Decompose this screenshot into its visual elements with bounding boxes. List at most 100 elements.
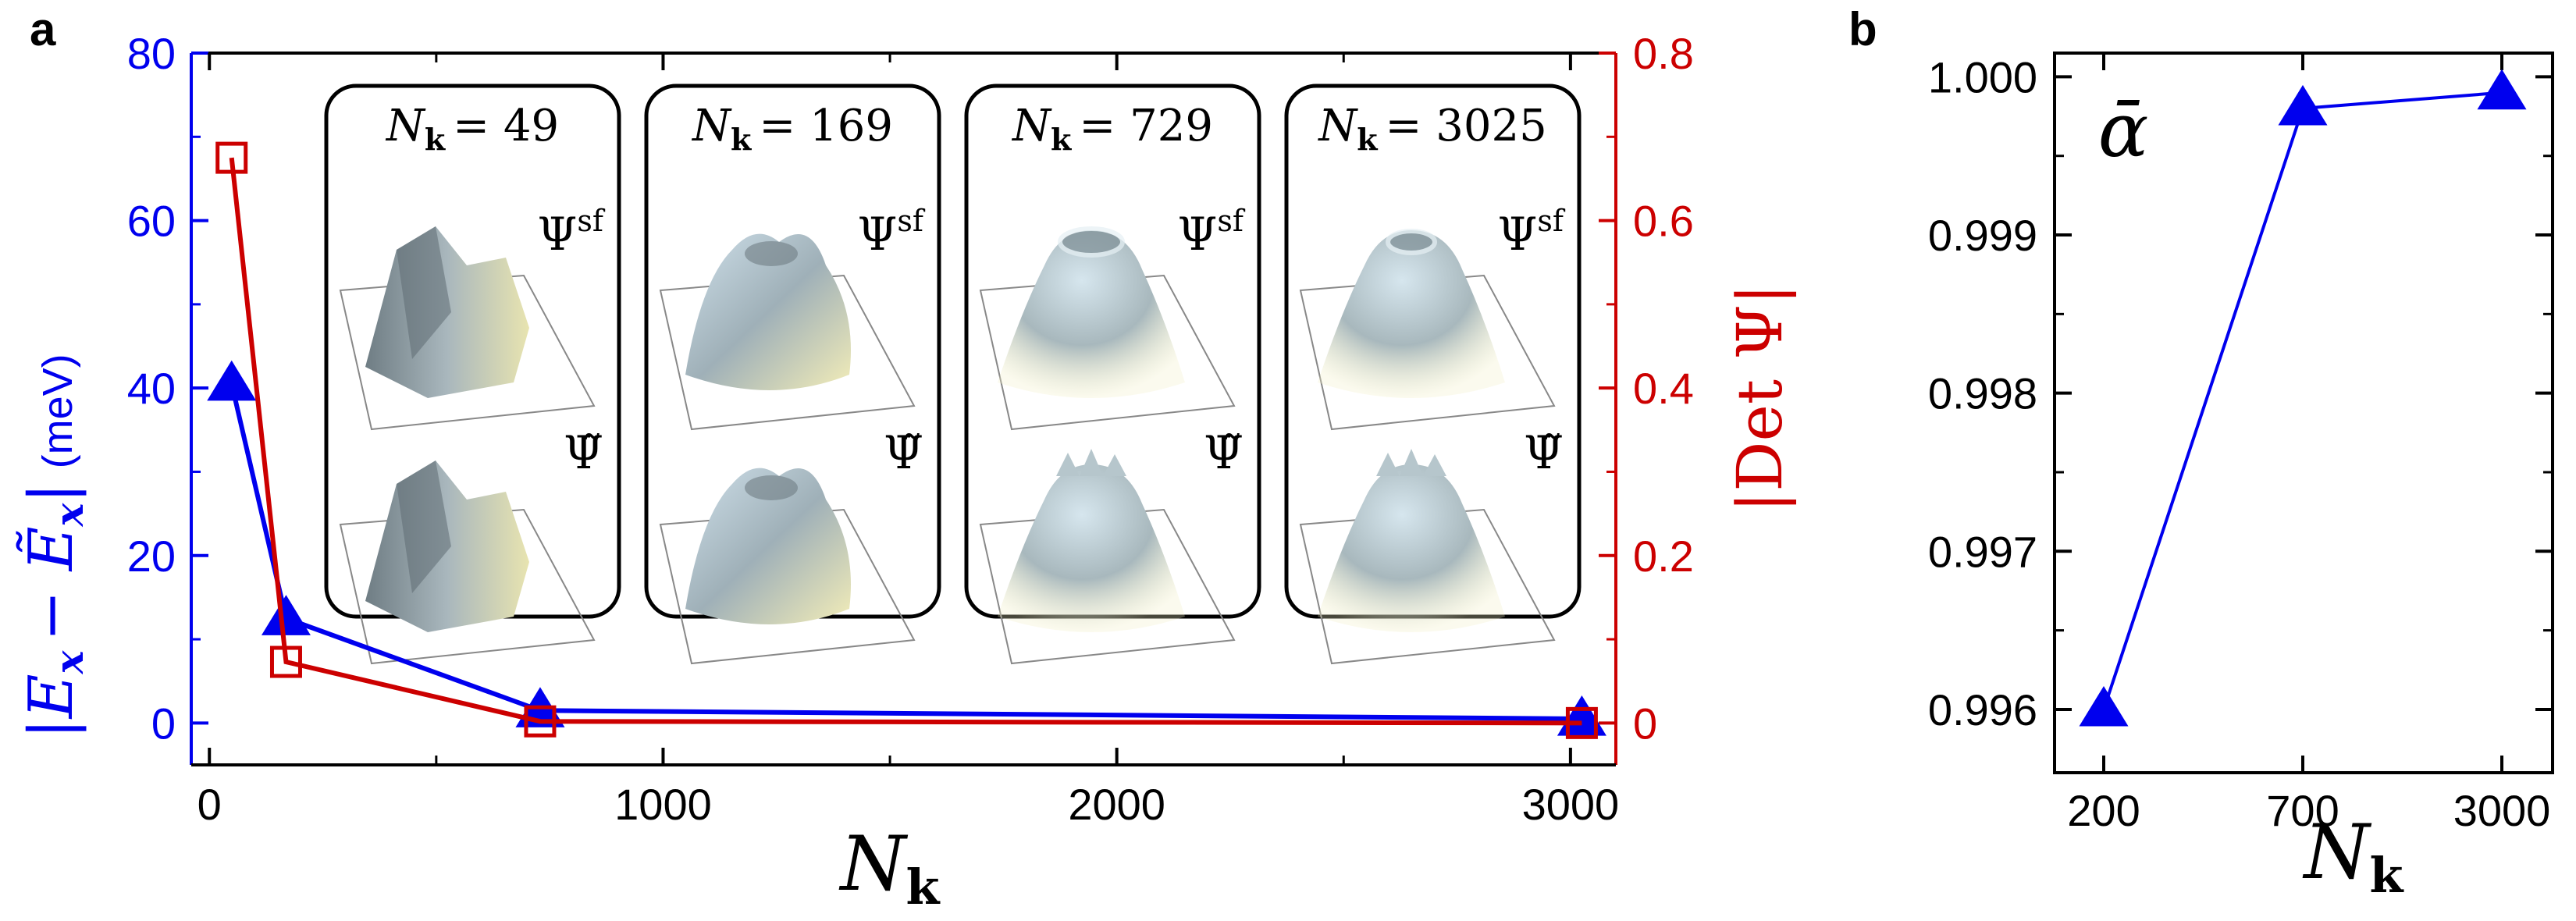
surface-crater [1386, 229, 1437, 255]
panel-a-x-label-sub: k [906, 859, 941, 916]
inset-heading-sub: k [1357, 122, 1378, 157]
inset-heading-value: = 729 [1079, 101, 1213, 151]
inset-heading-sub: k [1051, 122, 1072, 157]
inset-heading-n: N [385, 101, 426, 151]
b-series-line [2102, 91, 2503, 710]
psi-symbol: Ψ [1178, 208, 1218, 261]
surface-spikes [1376, 449, 1446, 476]
x-tick-label: 2000 [1068, 780, 1165, 829]
right-axis-ticks: 0 0.2 0.4 0.6 0.8 [1599, 29, 1694, 748]
psi-sup: sf [1537, 204, 1566, 238]
inset-heading: Nk = 729 [1011, 101, 1213, 157]
b-y-tick-label: 0.997 [1928, 527, 2037, 576]
surface-crater [1058, 226, 1125, 258]
panel-b-annotation: ᾱ [2098, 87, 2149, 174]
inset-label-psi-sf: Ψsf [1178, 204, 1246, 261]
surface-shape [685, 233, 851, 390]
right-tick-label: 0.2 [1633, 532, 1694, 581]
b-y-tick-label: 0.996 [1928, 685, 2037, 734]
inset-label-psi-tilde: Ψ̃ [884, 426, 923, 479]
b-y-tick-label: 0.998 [1928, 369, 2037, 418]
b-y-tick-label: 0.999 [1928, 211, 2037, 260]
surface-crater [745, 241, 798, 266]
x-tick-label: 3000 [1522, 780, 1620, 829]
right-tick-label: 0.8 [1633, 29, 1694, 78]
panel-a-frame [190, 52, 1617, 766]
panel-b-x-ticks: 200 700 3000 [2067, 53, 2550, 835]
b-x-tick-label: 3000 [2453, 786, 2551, 835]
square-marker [1565, 706, 1598, 739]
inset-label-psi-sf: Ψsf [538, 204, 606, 261]
b-x-tick-label: 200 [2067, 786, 2140, 835]
panel-b-y-ticks: 0.996 0.997 0.998 0.999 1.000 [1928, 52, 2553, 734]
inset-heading-value: = 3025 [1386, 101, 1547, 151]
panel-a-series [207, 141, 1606, 739]
panel-b-x-label-sub: k [2370, 847, 2405, 904]
inset-label-psi-sf: Ψsf [858, 204, 926, 261]
x-axis-ticks: 0 1000 2000 3000 [197, 53, 1619, 829]
b-triangle-marker [2278, 84, 2328, 126]
psi-symbol: Ψ [858, 208, 898, 261]
square-marker [524, 705, 557, 738]
surface-spikes [1056, 449, 1126, 476]
panel-a-letter: a [30, 3, 56, 55]
left-tick-label: 60 [127, 197, 176, 246]
red-series-line [229, 157, 1582, 726]
surface-shape [685, 468, 851, 624]
left-label-tail-sub: x [46, 502, 92, 527]
panel-a-x-label: Nk [839, 820, 941, 916]
b-y-tick-label: 1.000 [1928, 52, 2037, 101]
inset-panel: Nk = 169 Ψsf Ψ̃ [644, 84, 941, 665]
inset-label-psi-sf: Ψsf [1498, 204, 1566, 261]
triangle-marker [261, 595, 311, 635]
left-label-math: |E [16, 674, 87, 738]
inset-heading-value: = 49 [453, 101, 559, 151]
inset-heading-n: N [1317, 101, 1358, 151]
surface-shape [1318, 464, 1505, 632]
surface-facet [397, 226, 451, 359]
psi-symbol: Ψ [1498, 208, 1538, 261]
inset-panel: Nk = 49 Ψsf Ψ̃ [324, 84, 621, 665]
left-axis-ticks: 0 20 40 60 80 [127, 29, 208, 748]
left-label-unit: (meV) [34, 354, 81, 468]
panel-b-series [2079, 69, 2527, 727]
inset-heading: Nk = 49 [385, 101, 559, 157]
left-label-end: | [16, 482, 87, 503]
x-tick-label: 0 [197, 780, 222, 829]
inset-label-psi-tilde: Ψ̃ [1204, 426, 1244, 479]
right-tick-label: 0 [1633, 699, 1657, 748]
right-label-text: |Det Ψ| [1724, 283, 1796, 512]
psi-sup: sf [897, 204, 926, 238]
surface-shape [1318, 230, 1505, 398]
panel-b-x-label-main: N [2303, 809, 2372, 896]
inset-label-psi-tilde: Ψ̃ [564, 426, 603, 479]
square-marker [269, 645, 302, 678]
b-triangle-marker [2477, 69, 2527, 110]
psi-sup: sf [1217, 204, 1246, 238]
psi-sup: sf [577, 204, 606, 238]
inset-heading-value: = 169 [759, 101, 893, 151]
inset-heading-n: N [1011, 101, 1052, 151]
panel-b: b 0.996 0.997 0.998 0.999 1.000 200 700 3000 ᾱ… [1848, 3, 2554, 904]
inset-heading-sub: k [425, 122, 446, 157]
surface-shape [998, 464, 1185, 632]
left-tick-label: 20 [127, 532, 176, 581]
inset-heading: Nk = 169 [691, 101, 893, 157]
surface-shape [998, 230, 1185, 398]
left-tick-label: 0 [151, 699, 176, 748]
left-label-sub: x [46, 649, 92, 674]
inset-panel: Nk = 3025 Ψsf Ψ̃ [1284, 84, 1582, 665]
psi-symbol: Ψ [538, 208, 578, 261]
panel-b-letter: b [1848, 3, 1877, 55]
triangle-marker [207, 360, 257, 401]
left-axis-label: |Ex− Ẽx|(meV) [15, 354, 92, 738]
left-label-tail: − Ẽ [15, 526, 87, 641]
svg-text:|Ex− Ẽx|(meV): |Ex− Ẽx|(meV) [15, 354, 92, 738]
panel-b-x-label: Nk [2303, 809, 2405, 904]
inset-heading-n: N [691, 101, 732, 151]
right-tick-label: 0.6 [1633, 197, 1694, 246]
surface-facet [397, 460, 451, 593]
inset-heading-sub: k [731, 122, 752, 157]
